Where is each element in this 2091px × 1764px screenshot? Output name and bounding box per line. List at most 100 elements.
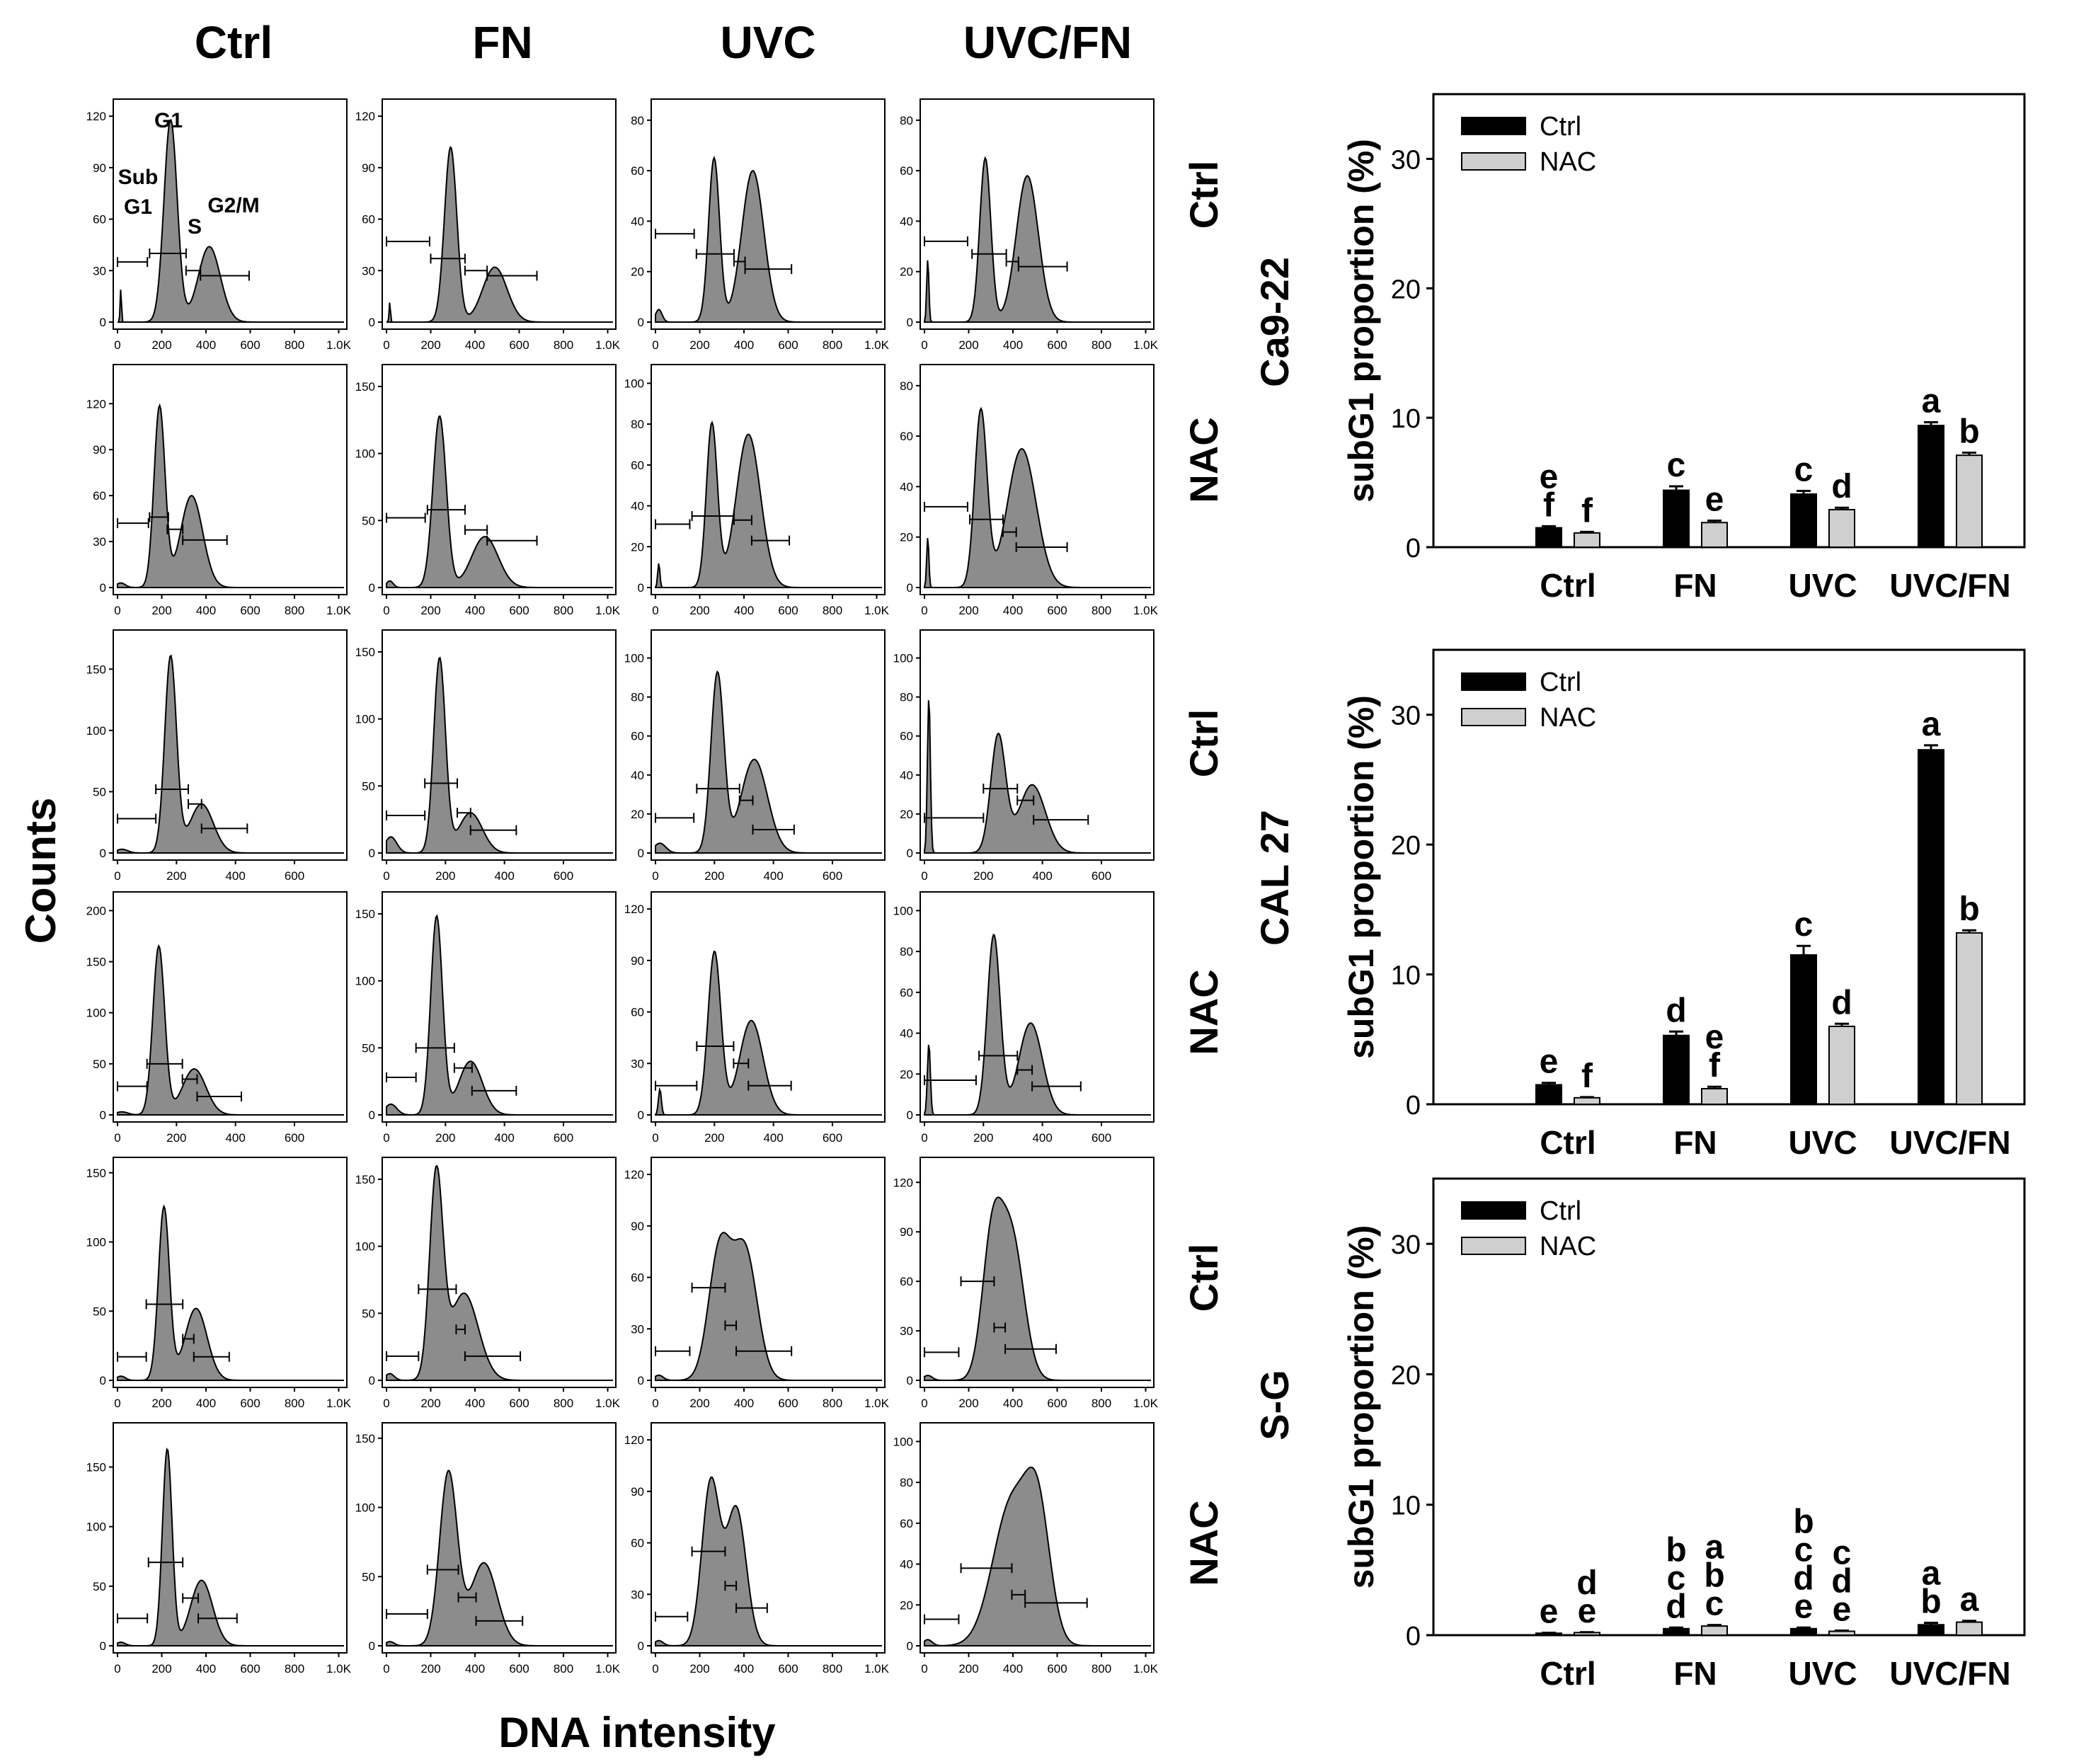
col-header-ctrl: Ctrl — [195, 17, 273, 68]
x-tick-label: 0 — [921, 604, 927, 617]
histogram-frame — [113, 1157, 348, 1388]
y-tick-label: 0 — [907, 1374, 913, 1387]
histogram-frame — [113, 891, 348, 1123]
significance-letter: d — [1576, 1564, 1597, 1602]
x-tick-label: 0 — [114, 338, 120, 352]
histogram-panel-r2-c1: 0 30 60 90 120 0 200 400 600 800 1.0K — [86, 364, 352, 617]
x-tick-label: 1.0K — [1133, 338, 1159, 352]
y-tick-label: 20 — [900, 1067, 913, 1081]
category-label: FN — [1673, 567, 1717, 604]
x-tick-label: 800 — [285, 1397, 304, 1410]
x-tick-label: 200 — [420, 604, 440, 617]
histogram-panel-r4-c1: 0 50 100 150 200 0 200 400 600 — [86, 891, 348, 1145]
x-tick-label: 400 — [734, 1662, 754, 1676]
significance-letter: b — [1666, 1531, 1686, 1569]
x-tick-label: 200 — [958, 604, 978, 617]
histogram-frame — [113, 364, 348, 595]
row-header-1: Ctrl — [1181, 161, 1226, 229]
y-tick-label: 30 — [1391, 145, 1421, 175]
legend-label: Ctrl — [1540, 1196, 1581, 1226]
x-tick-label: 1.0K — [1133, 1662, 1159, 1676]
x-tick-label: 0 — [921, 1662, 927, 1676]
x-tick-label: 0 — [383, 338, 389, 352]
y-tick-label: 150 — [86, 663, 106, 676]
x-tick-label: 800 — [1092, 338, 1111, 352]
y-tick-label: 0 — [369, 581, 375, 595]
histogram-panel-r1-c1: 0 30 60 90 120 0 200 400 600 800 1.0K — [86, 98, 352, 352]
phase-label-subg1: G1 — [124, 195, 152, 219]
histogram-frame — [113, 1422, 348, 1654]
legend-swatch — [1461, 1201, 1526, 1220]
x-tick-label: 600 — [823, 1131, 842, 1145]
y-tick-label: 50 — [362, 514, 375, 527]
y-tick-label: 60 — [900, 1275, 913, 1288]
x-tick-label: 600 — [778, 1397, 798, 1410]
row-header-5: Ctrl — [1181, 1244, 1226, 1312]
significance-letter: e — [1794, 1588, 1814, 1625]
histogram-frame — [651, 1157, 886, 1388]
y-tick-label: 0 — [638, 847, 644, 860]
y-axis-label-counts: Counts — [17, 798, 64, 944]
significance-letter: d — [1666, 992, 1686, 1029]
x-tick-label: 1.0K — [595, 338, 621, 352]
y-tick-label: 0 — [1406, 534, 1421, 563]
y-tick-label: 20 — [631, 540, 644, 554]
histogram-area — [924, 700, 1151, 854]
y-tick-label: 60 — [362, 213, 375, 227]
significance-letter: e — [1705, 1019, 1724, 1056]
x-tick-label: 0 — [921, 338, 927, 352]
row-header-6: NAC — [1181, 1500, 1226, 1586]
histogram-panel-r3-c3: 0 20 40 60 80 100 0 200 400 600 — [624, 629, 886, 883]
y-tick-label: 50 — [93, 1305, 106, 1318]
legend-swatch — [1461, 117, 1526, 135]
y-tick-label: 0 — [638, 581, 644, 595]
significance-letter: e — [1540, 1043, 1559, 1081]
significance-letter: c — [1667, 1559, 1686, 1597]
bar-nac — [1956, 1621, 1983, 1637]
x-tick-label: 400 — [494, 869, 514, 883]
x-tick-label: 400 — [734, 338, 754, 352]
y-tick-label: 100 — [893, 1435, 913, 1448]
bar-nac — [1574, 1096, 1600, 1106]
bar-nac — [1701, 1625, 1728, 1637]
x-tick-label: 600 — [240, 1662, 260, 1676]
x-tick-label: 200 — [166, 1131, 186, 1145]
significance-letter: a — [1922, 1554, 1941, 1592]
x-tick-label: 400 — [465, 604, 485, 617]
y-tick-label: 90 — [93, 161, 106, 175]
x-tick-label: 600 — [1092, 869, 1111, 883]
x-tick-label: 400 — [1003, 338, 1023, 352]
x-tick-label: 800 — [554, 1662, 573, 1676]
histogram-panel-r3-c2: 0 50 100 150 0 200 400 600 — [355, 629, 617, 883]
y-tick-label: 20 — [631, 265, 644, 279]
histogram-frame — [920, 891, 1155, 1123]
y-tick-label: 0 — [907, 1109, 913, 1122]
significance-letter: d — [1831, 1563, 1852, 1600]
legend-label: Ctrl — [1540, 112, 1581, 142]
y-tick-label: 150 — [355, 1432, 375, 1445]
y-tick-label: 90 — [631, 954, 644, 968]
bar-ctrl — [1535, 1084, 1562, 1106]
x-tick-label: 200 — [166, 869, 186, 883]
y-tick-label: 20 — [900, 265, 913, 279]
histogram-frame — [920, 629, 1155, 861]
x-tick-label: 200 — [420, 1397, 440, 1410]
x-tick-label: 600 — [778, 1662, 798, 1676]
y-tick-label: 150 — [355, 1173, 375, 1186]
x-tick-label: 400 — [1032, 1131, 1052, 1145]
y-tick-label: 80 — [631, 114, 644, 127]
chart-frame — [1432, 1177, 2026, 1637]
y-tick-label: 80 — [631, 418, 644, 431]
y-tick-label: 90 — [362, 161, 375, 175]
y-tick-label: 100 — [893, 904, 913, 917]
significance-letter: c — [1794, 1531, 1814, 1569]
y-tick-label: 90 — [93, 443, 106, 457]
x-tick-label: 1.0K — [326, 1397, 352, 1410]
y-tick-label: 60 — [900, 164, 913, 178]
y-tick-label: 50 — [93, 1058, 106, 1071]
x-tick-label: 400 — [763, 869, 783, 883]
